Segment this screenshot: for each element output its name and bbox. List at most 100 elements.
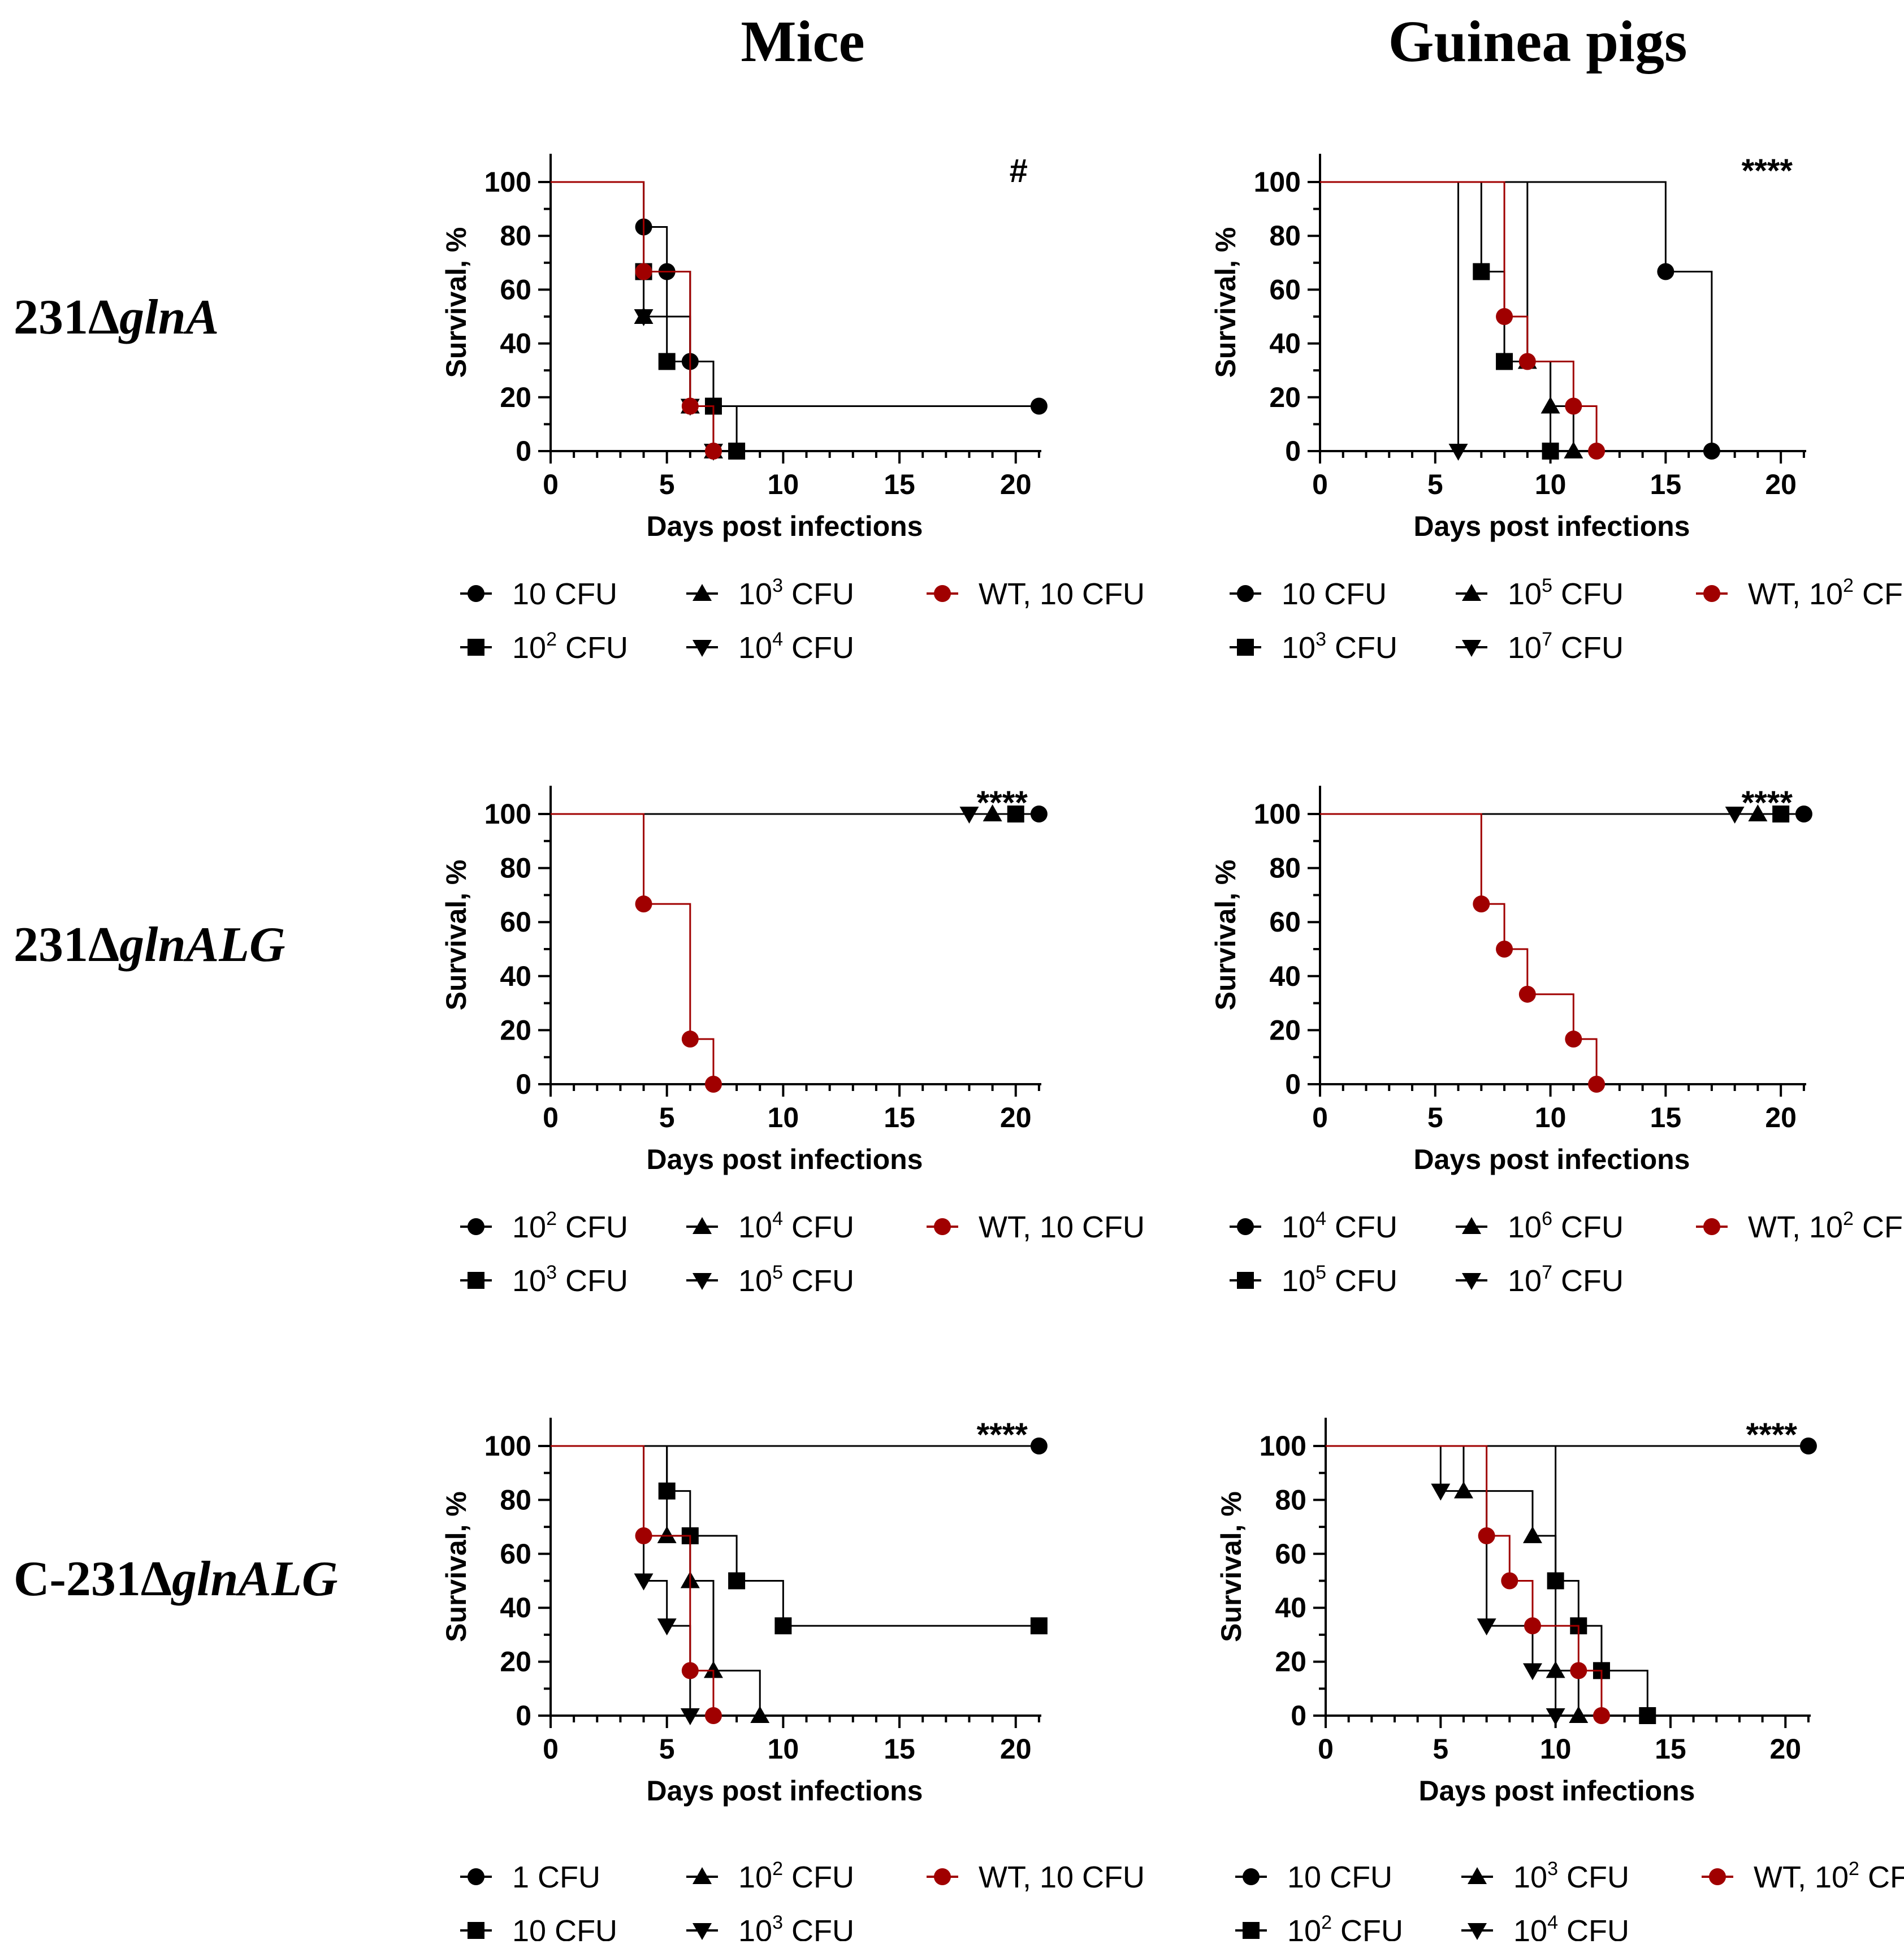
legend-label: 104 CFU	[738, 629, 854, 665]
x-tick-label: 5	[1427, 469, 1443, 500]
legend-label: 10 CFU	[1287, 1860, 1392, 1894]
legend-marker	[693, 1217, 712, 1234]
x-tick-label: 0	[543, 1102, 559, 1133]
data-point	[1799, 1438, 1817, 1454]
data-point	[774, 1617, 792, 1635]
legend-marker	[1237, 1218, 1254, 1235]
y-tick-label: 100	[1260, 1430, 1306, 1462]
x-tick-label: 0	[543, 469, 559, 500]
y-tick-label: 40	[1275, 1592, 1306, 1623]
data-point	[1501, 1572, 1518, 1590]
data-point	[704, 443, 722, 460]
legend-marker	[468, 1272, 484, 1289]
data-point	[1007, 806, 1024, 822]
data-point	[983, 804, 1002, 821]
x-axis-label: Days post infections	[647, 1144, 923, 1175]
legend-item: 10 CFU	[1235, 1860, 1392, 1894]
x-tick-label: 10	[1535, 1102, 1567, 1133]
x-tick-label: 15	[884, 469, 915, 500]
series-10-7-cfu	[1320, 181, 1468, 461]
y-tick-label: 40	[1269, 960, 1301, 992]
legend-label: WT, 10 CFU	[979, 1860, 1145, 1894]
data-point	[703, 1661, 723, 1678]
x-axis-label: Days post infections	[1414, 1144, 1690, 1175]
data-point	[1518, 985, 1536, 1003]
y-axis-label: Survival, %	[1210, 227, 1241, 378]
chart-mice-glnA: 0 20 40 60 80 100 0 5 10 15 20 Days post infections…	[440, 153, 1145, 665]
significance-annotation: ****	[977, 1417, 1028, 1453]
data-point	[1477, 1618, 1496, 1636]
x-tick-label: 20	[1769, 1733, 1801, 1765]
data-point	[634, 309, 654, 326]
series-10-6-cfu	[1320, 804, 1768, 821]
series-10-7-cfu	[1320, 807, 1745, 824]
series-10-2-cfu	[1326, 1445, 1656, 1724]
legend-label: 1 CFU	[512, 1860, 600, 1894]
y-axis-label: Survival, %	[440, 1491, 472, 1642]
x-tick-label: 5	[1433, 1733, 1448, 1765]
x-tick-label: 10	[768, 469, 799, 500]
data-point	[1522, 1526, 1542, 1543]
legend-label: 107 CFU	[1508, 629, 1624, 665]
legend: 1 CFU 102 CFU WT, 10 CFU 10 CFU 103 CFU	[460, 1858, 1145, 1944]
legend-marker	[934, 1218, 951, 1235]
x-axis-label: Days post infections	[1414, 510, 1690, 542]
x-tick-label: 0	[1312, 1102, 1328, 1133]
data-point	[1473, 895, 1490, 913]
data-point	[1030, 806, 1048, 822]
data-point	[1478, 1527, 1495, 1544]
data-point	[1518, 353, 1536, 370]
data-point	[680, 1708, 700, 1725]
data-point	[1795, 806, 1812, 822]
y-tick-label: 60	[500, 274, 531, 305]
data-point	[1431, 1483, 1451, 1501]
legend-label: 103 CFU	[1282, 629, 1397, 665]
y-tick-label: 20	[500, 1646, 531, 1678]
legend-label: 107 CFU	[1508, 1262, 1624, 1298]
x-tick-label: 0	[1318, 1733, 1334, 1765]
legend: 10 CFU 103 CFU WT, 10 CFU 102 CFU 104 CFU	[460, 575, 1145, 665]
legend-label: 10 CFU	[512, 577, 617, 611]
series-wt-10-2-cfu	[1320, 181, 1606, 460]
data-point	[728, 1572, 746, 1590]
y-tick-label: 40	[1269, 328, 1301, 360]
legend-item: 103 CFU	[460, 1262, 628, 1298]
data-point	[1569, 1706, 1589, 1723]
legend-item: WT, 102 CFU	[1702, 1858, 1904, 1894]
data-point	[1448, 444, 1468, 461]
survival-step-line	[551, 181, 715, 451]
data-point	[1540, 396, 1560, 414]
y-tick-label: 20	[500, 1014, 531, 1046]
legend-marker	[468, 639, 484, 656]
data-point	[1542, 443, 1559, 460]
legend-item: 10 CFU	[460, 1914, 617, 1944]
legend-item: 105 CFU	[1230, 1262, 1397, 1298]
x-tick-label: 20	[1000, 1733, 1032, 1765]
y-tick-label: 20	[500, 382, 531, 413]
legend-item: 104 CFU	[686, 629, 854, 665]
row-label-glnALG: 231ΔglnALG	[14, 917, 285, 972]
data-point	[658, 353, 676, 370]
data-point	[681, 1662, 699, 1679]
x-tick-label: 10	[768, 1733, 799, 1765]
legend-item: 10 CFU	[1230, 577, 1387, 611]
survival-step-line	[551, 1445, 715, 1716]
series-10-4-cfu	[551, 804, 1002, 821]
data-point	[1030, 1617, 1048, 1635]
survival-step-line	[551, 1445, 1039, 1627]
data-point	[1570, 1662, 1587, 1679]
legend-label: 104 CFU	[1282, 1208, 1397, 1244]
data-point	[635, 1527, 652, 1544]
survival-step-line	[1320, 181, 1574, 451]
x-tick-label: 10	[1540, 1733, 1572, 1765]
legend-item: 1 CFU	[460, 1860, 600, 1894]
legend-item: 107 CFU	[1456, 1262, 1624, 1298]
legend-label: 105 CFU	[738, 1262, 854, 1298]
data-point	[728, 443, 746, 460]
series-wt-10-cfu	[551, 181, 722, 460]
series-10-cfu	[551, 181, 1048, 415]
legend-label: WT, 102 CFU	[1754, 1858, 1904, 1894]
legend: 10 CFU 103 CFU WT, 102 CFU 102 CFU 104 CFU	[1235, 1858, 1904, 1944]
y-tick-label: 0	[516, 1068, 531, 1100]
